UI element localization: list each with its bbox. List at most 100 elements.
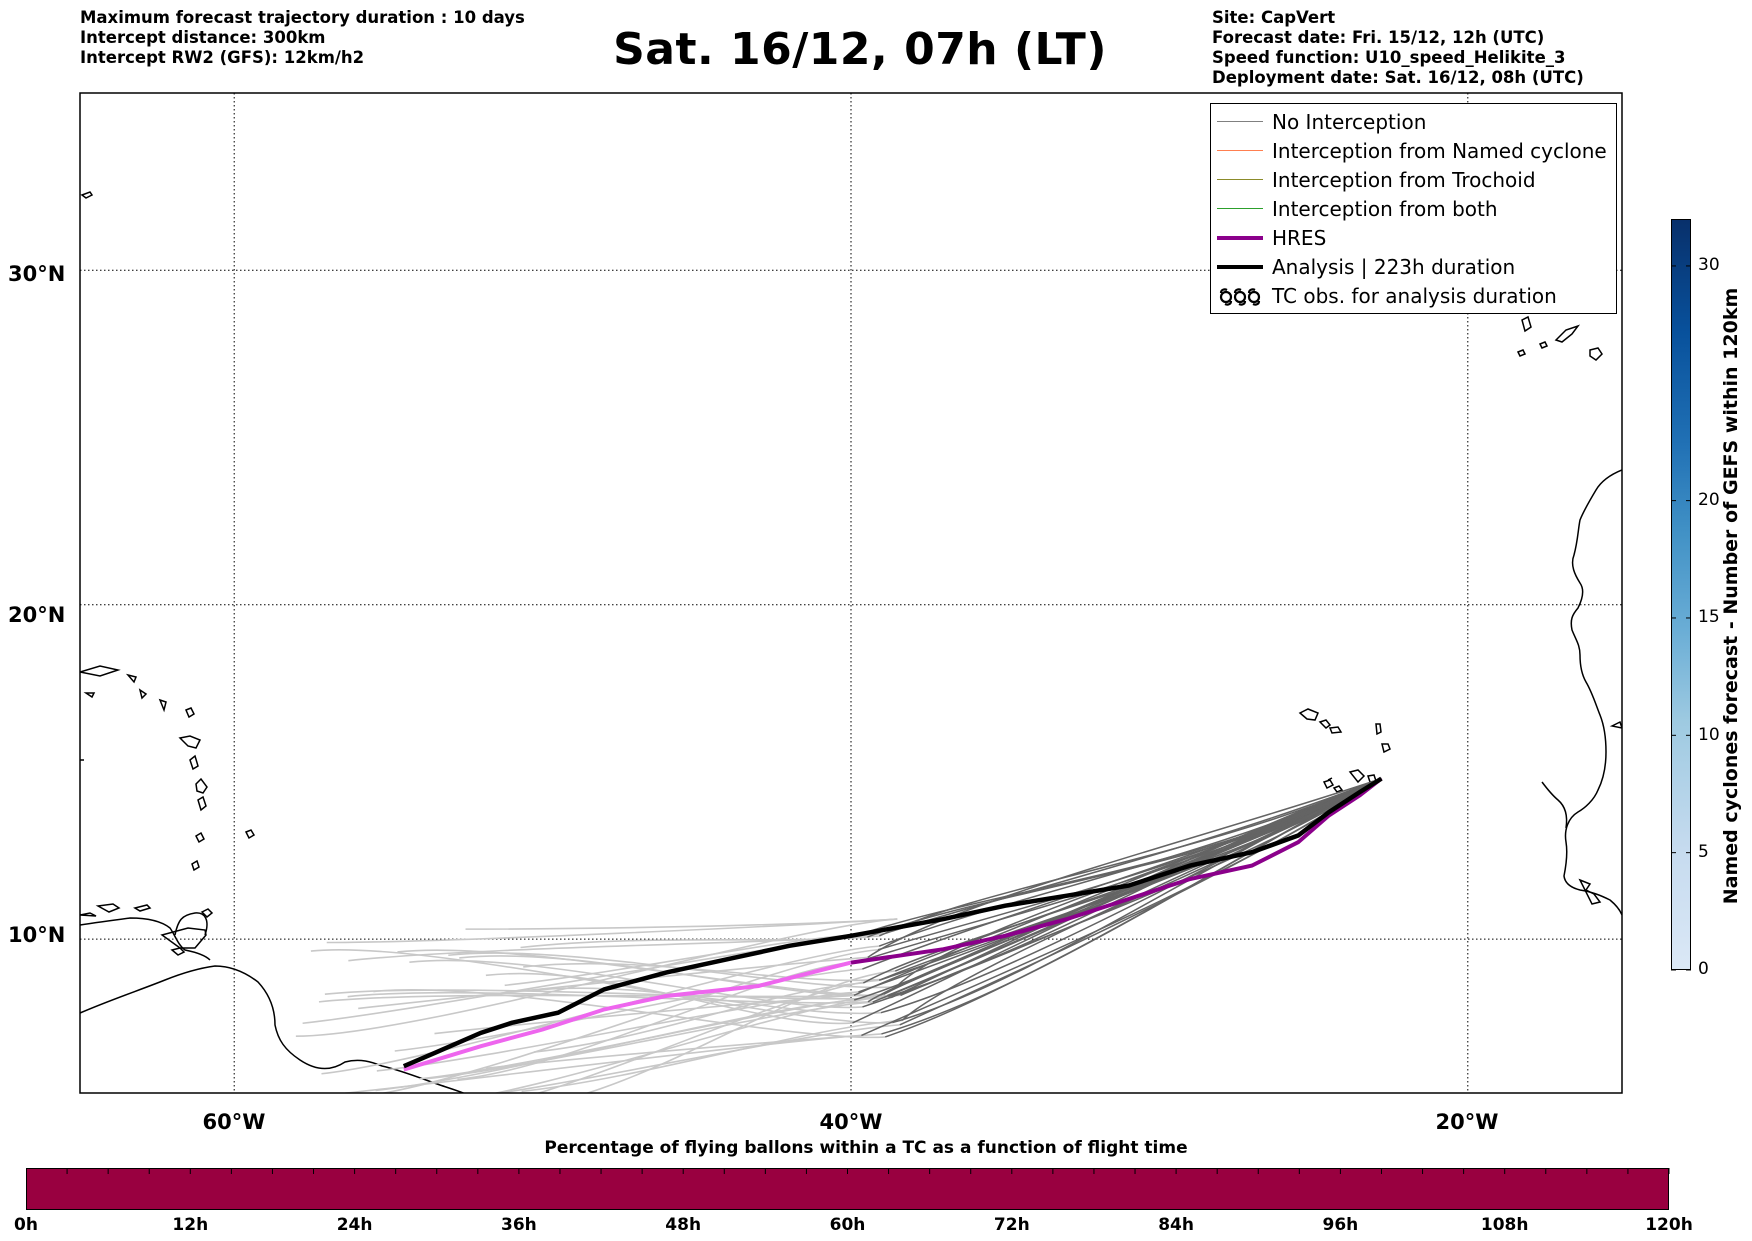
ensemble-track-extended [409, 959, 863, 1009]
lat-label-10n: 10°N [8, 923, 66, 947]
island-tobago [200, 908, 214, 919]
colorbar-h-tick-label: 36h [501, 1215, 537, 1235]
island-canary-3 [1516, 349, 1527, 357]
colorbar-h-tick-label: 108h [1480, 1215, 1529, 1235]
ensemble-track-extended [504, 933, 862, 987]
legend-swatch-line [1217, 179, 1263, 180]
ensemble-track-extended [347, 991, 869, 1004]
colorbar-v-tick-0: 0 [1698, 959, 1709, 979]
island-martinique [195, 777, 208, 794]
colorbar-v-tick-30: 30 [1698, 255, 1720, 275]
coastline-venezuela-north [80, 917, 211, 961]
ensemble-tracks-light [295, 918, 903, 1093]
legend-item-both: Interception from both [1211, 195, 1616, 224]
island-cv-santo-antao [1298, 708, 1319, 721]
colorbar-h-tick-label: 72h [993, 1215, 1030, 1235]
coastlines [80, 191, 1622, 1093]
island-small-3 [158, 698, 167, 713]
colorbar-horizontal-title: Percentage of flying ballons within a TC… [544, 1138, 1188, 1158]
legend-item-no-interception: No Interception [1211, 108, 1616, 137]
hres-track [850, 777, 1383, 965]
island-canary-1 [1521, 315, 1532, 333]
ensemble-track [867, 777, 1382, 1003]
island-guadeloupe [178, 735, 202, 749]
page-title: Sat. 16/12, 07h (LT) [613, 24, 1107, 75]
island-curacao [133, 904, 152, 912]
coastline-africa-senegal [1609, 720, 1622, 729]
island-margarita [170, 947, 186, 956]
ensemble-track [867, 777, 1382, 959]
island-antigua [185, 707, 195, 719]
colorbar-h-tick-label: 12h [172, 1215, 209, 1235]
island-canary-4 [1554, 324, 1581, 343]
coastline-africa-detail [1541, 781, 1568, 829]
island-canary-2 [1538, 341, 1549, 349]
colorbar-h-tick-label: 24h [336, 1215, 373, 1235]
island-grenada [191, 859, 200, 872]
ensemble-track-extended [295, 918, 898, 1037]
colorbar-h-tick-label: 48h [665, 1215, 702, 1235]
ensemble-track [884, 777, 1382, 935]
info-site: Site: CapVert [1212, 8, 1336, 27]
tc-symbol-icon [1219, 288, 1261, 306]
info-max-duration: Maximum forecast trajectory duration : 1… [80, 8, 525, 27]
ensemble-track-extended [457, 960, 859, 1081]
ensemble-track-extended [584, 970, 896, 1093]
colorbar-horizontal-ticks [26, 1168, 1670, 1174]
island-st-lucia [197, 795, 207, 812]
ensemble-track-extended [465, 918, 898, 930]
island-barbados [244, 829, 256, 840]
island-puerto-rico [80, 665, 121, 677]
ensemble-track-extended [379, 948, 879, 1093]
ensemble-track-extended [533, 982, 864, 1053]
info-intercept-rw2: Intercept RW2 (GFS): 12km/h2 [80, 48, 365, 67]
legend-swatch-line [1217, 236, 1263, 240]
coastline-africa [1563, 469, 1622, 916]
lat-label-30n: 30°N [8, 262, 66, 286]
island-cv-sao-vicente [1318, 719, 1332, 729]
ensemble-track-extended [375, 999, 855, 1092]
analysis-track [402, 776, 1383, 1069]
island-canary-5 [1589, 347, 1603, 361]
legend: No Interception Interception from Named … [1210, 103, 1617, 314]
ensemble-track-extended [324, 989, 892, 1000]
legend-item-hres: HRES [1211, 224, 1616, 253]
info-speed-function: Speed function: U10_speed_Helikite_3 [1212, 48, 1566, 67]
legend-swatch-line [1217, 121, 1263, 122]
coastline-africa-bissau [1578, 878, 1602, 905]
hres-track-pink-segment [403, 960, 852, 1072]
map-frame [79, 92, 1623, 1094]
header-info-right: Site: CapVert Forecast date: Fri. 15/12,… [1212, 8, 1584, 88]
ensemble-track [880, 777, 1382, 1014]
colorbar-vertical-label: Named cyclones forecast - Number of GEFS… [1720, 287, 1742, 905]
island-small-1 [125, 673, 138, 684]
island-small-2 [138, 688, 148, 700]
lon-label-40w: 40°W [819, 1110, 883, 1134]
legend-item-trochoid: Interception from Trochoid [1211, 166, 1616, 195]
colorbar-vertical [1671, 219, 1691, 970]
lat-label-20n: 20°N [8, 603, 66, 627]
colorbar-v-tick-20: 20 [1698, 490, 1720, 510]
island-st-vincent [195, 831, 205, 844]
island-cv-santiago [1348, 769, 1366, 784]
colorbar-h-tick-label: 0h [14, 1215, 38, 1235]
island-cv-sal [1375, 723, 1382, 736]
colorbar-v-tick-5: 5 [1698, 842, 1709, 862]
ensemble-track [900, 777, 1382, 997]
legend-swatch-line [1217, 208, 1263, 209]
colorbar-h-tick-label: 96h [1322, 1215, 1359, 1235]
island-bonaire [95, 903, 121, 913]
coastline-south-america [80, 965, 466, 1093]
legend-swatch-line [1217, 150, 1263, 151]
ensemble-track-extended [495, 1024, 900, 1093]
island-cv-boavista [1381, 743, 1391, 754]
lon-label-20w: 20°W [1435, 1110, 1499, 1134]
ensemble-track-extended [318, 993, 884, 1003]
ensemble-track-extended [326, 918, 898, 944]
lon-label-60w: 60°W [202, 1110, 266, 1134]
island-dominica [189, 754, 199, 771]
legend-item-tc-obs: TC obs. for analysis duration [1211, 282, 1616, 311]
island-cv-brava [1332, 785, 1344, 793]
island-atlantic-west [80, 191, 94, 199]
